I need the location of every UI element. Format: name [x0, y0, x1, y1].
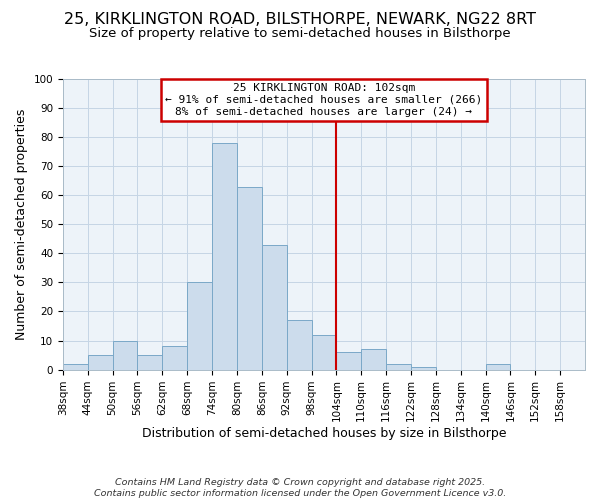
Bar — [386, 364, 411, 370]
Bar — [485, 364, 511, 370]
Bar — [237, 186, 262, 370]
Bar — [187, 282, 212, 370]
Bar — [63, 364, 88, 370]
Bar — [287, 320, 311, 370]
Bar — [262, 244, 287, 370]
Bar — [337, 352, 361, 370]
Text: 25, KIRKLINGTON ROAD, BILSTHORPE, NEWARK, NG22 8RT: 25, KIRKLINGTON ROAD, BILSTHORPE, NEWARK… — [64, 12, 536, 28]
Text: Contains HM Land Registry data © Crown copyright and database right 2025.
Contai: Contains HM Land Registry data © Crown c… — [94, 478, 506, 498]
Y-axis label: Number of semi-detached properties: Number of semi-detached properties — [15, 108, 28, 340]
Bar — [361, 350, 386, 370]
Bar — [88, 355, 113, 370]
Bar — [137, 355, 163, 370]
Bar — [311, 334, 337, 370]
X-axis label: Distribution of semi-detached houses by size in Bilsthorpe: Distribution of semi-detached houses by … — [142, 427, 506, 440]
Bar — [411, 366, 436, 370]
Bar — [113, 340, 137, 370]
Text: 25 KIRKLINGTON ROAD: 102sqm
← 91% of semi-detached houses are smaller (266)
8% o: 25 KIRKLINGTON ROAD: 102sqm ← 91% of sem… — [166, 84, 482, 116]
Bar — [163, 346, 187, 370]
Bar — [212, 143, 237, 370]
Text: Size of property relative to semi-detached houses in Bilsthorpe: Size of property relative to semi-detach… — [89, 28, 511, 40]
